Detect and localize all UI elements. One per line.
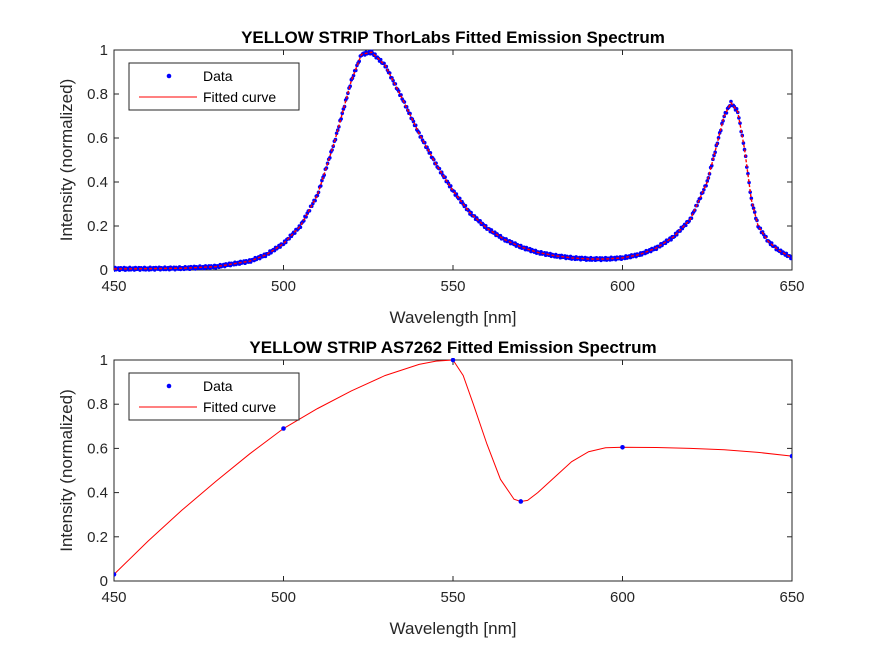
data-point [518, 499, 524, 504]
fitted-curve-line [114, 51, 792, 270]
x-tick-label: 650 [779, 278, 804, 295]
x-axis-label: Wavelength [nm] [390, 619, 517, 638]
legend-box [128, 62, 300, 111]
y-tick-label: 0.4 [87, 485, 108, 502]
data-point [478, 218, 482, 223]
data-point [709, 163, 714, 168]
data-point [729, 99, 733, 104]
data-point [737, 116, 741, 120]
data-point [683, 223, 688, 228]
data-point [746, 171, 750, 176]
x-tick-label: 500 [271, 278, 296, 295]
y-axis-label: Intensity (normalized) [57, 389, 76, 552]
y-tick-label: 0.8 [87, 86, 108, 103]
data-point [114, 572, 117, 577]
legend-label: Data [203, 378, 233, 394]
data-point [357, 59, 362, 64]
plot-panel-1: 450 500 550 600 650 0 0.2 0.4 0.6 0.8 1 YELLOW STRI… [57, 28, 805, 327]
legend-label: Fitted curve [203, 89, 276, 105]
x-tick-label: 450 [101, 278, 126, 295]
y-tick-label: 0.2 [87, 529, 108, 546]
legend-label: Data [203, 68, 233, 84]
x-tick-label: 550 [440, 278, 465, 295]
plot-area [114, 49, 792, 272]
y-tick-label: 0 [100, 262, 108, 279]
chart-title: YELLOW STRIP ThorLabs Fitted Emission Sp… [241, 28, 665, 47]
data-point [790, 256, 792, 260]
data-point [705, 179, 710, 183]
data-point [749, 196, 754, 201]
x-tick-label: 600 [610, 589, 635, 606]
plot-area [114, 358, 792, 577]
data-point [769, 241, 774, 245]
y-axis-label: Intensity (normalized) [57, 79, 76, 242]
data-point [498, 233, 503, 238]
data-point [741, 141, 746, 145]
y-tick-label: 1 [100, 42, 108, 59]
x-tick-label: 500 [271, 589, 296, 606]
y-tick-label: 0.8 [87, 396, 108, 413]
data-point [789, 453, 792, 459]
data-point [724, 111, 729, 115]
x-tick-label: 650 [779, 589, 804, 606]
fitted-curve-line [114, 359, 792, 575]
data-point [747, 180, 751, 185]
legend: Data Fitted curve [128, 372, 300, 421]
legend-marker-dot [166, 73, 172, 79]
y-tick-label: 0.6 [87, 130, 108, 147]
data-point [378, 57, 383, 62]
y-tick-label: 0.4 [87, 174, 108, 191]
data-point [281, 426, 286, 431]
x-tick-label: 450 [101, 589, 126, 606]
data-point [669, 237, 673, 242]
data-point [293, 231, 297, 235]
x-tick-label: 600 [610, 278, 635, 295]
data-point [278, 245, 282, 249]
data-point [450, 358, 456, 363]
data-point [748, 190, 752, 194]
legend-marker-dot [166, 383, 172, 389]
y-tick-label: 0.6 [87, 440, 108, 457]
data-point [428, 151, 433, 155]
y-tick-label: 0 [100, 573, 108, 590]
x-axis-label: Wavelength [nm] [390, 308, 517, 327]
data-point [620, 444, 625, 450]
y-tick-label: 0.2 [87, 218, 108, 235]
plot-panel-2: 450 500 550 600 650 0 0.2 0.4 0.6 0.8 1 YELLOW STRI… [57, 338, 805, 638]
y-tick-label: 1 [100, 352, 108, 369]
data-point [399, 93, 403, 97]
x-tick-label: 550 [440, 589, 465, 606]
data-point [354, 68, 358, 73]
legend-box [128, 372, 300, 421]
chart-title: YELLOW STRIP AS7262 Fitted Emission Spec… [249, 338, 656, 357]
legend-label: Fitted curve [203, 399, 276, 415]
legend: Data Fitted curve [128, 62, 300, 111]
